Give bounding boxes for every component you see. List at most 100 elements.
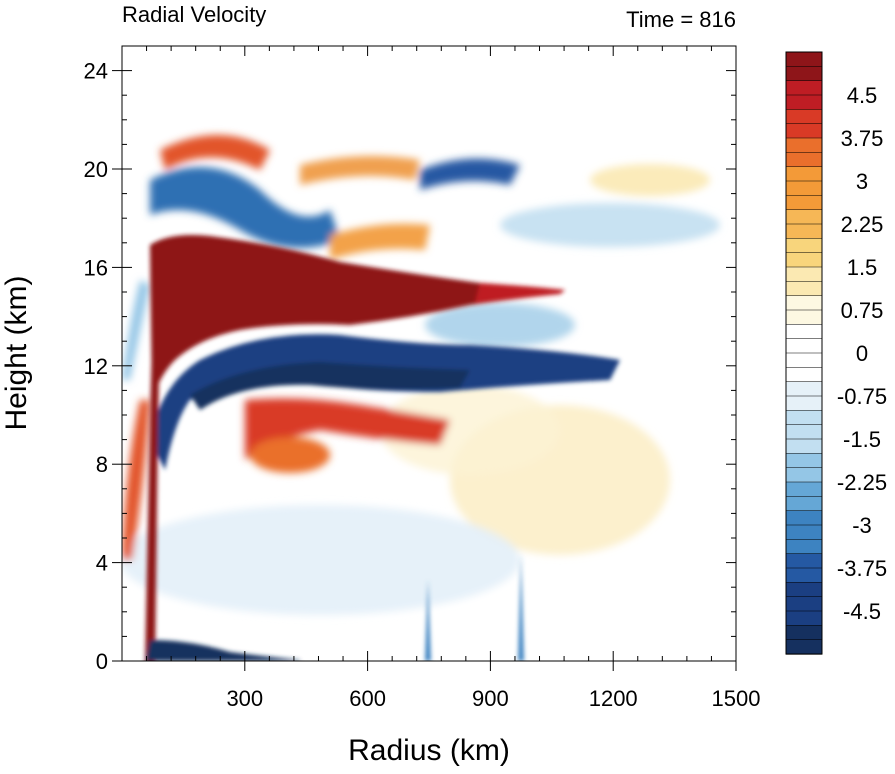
field-weak-negative-low	[122, 505, 520, 615]
colorbar-bin	[785, 395, 823, 411]
field-weak-positive-top	[590, 164, 710, 196]
y-axis-label: Height (km)	[0, 275, 33, 430]
band-jet-tip	[475, 283, 565, 303]
y-tick-label: 20	[84, 157, 108, 182]
band-upper-outflow-jet	[150, 235, 565, 400]
y-tick-label: 16	[84, 255, 108, 280]
colorbar-bin	[785, 539, 823, 555]
x-tick-label: 900	[472, 686, 509, 711]
colorbar-bin	[785, 582, 823, 598]
colorbar-bin	[785, 166, 823, 182]
colorbar-bin	[785, 338, 823, 354]
band-upper-positive-1	[160, 135, 270, 170]
band-eyewall-column	[145, 245, 162, 661]
y-axis-ticks	[112, 70, 736, 662]
colorbar-bin	[785, 266, 823, 282]
x-tick-label: 300	[226, 686, 263, 711]
colorbar-bin	[785, 610, 823, 626]
colorbar-bin	[785, 137, 823, 153]
colorbar-tick-label: 2.25	[841, 212, 884, 237]
colorbar-bin	[785, 66, 823, 82]
y-axis-tick-labels: 0 4 8 12 16 20 24	[84, 59, 108, 674]
colorbar-tick-label: -3	[852, 513, 872, 538]
x-tick-label: 1500	[712, 686, 761, 711]
colorbar-bin	[785, 209, 823, 225]
band-mid-positive-lower	[250, 437, 330, 473]
colorbar-bin	[785, 596, 823, 612]
field-weak-negative-upper	[500, 203, 720, 247]
colorbar-bin	[785, 252, 823, 268]
chart-title: Radial Velocity	[122, 2, 266, 27]
colorbar-bin	[785, 481, 823, 497]
colorbar-bin	[785, 195, 823, 211]
colorbar-bin	[785, 510, 823, 526]
colorbar-bin	[785, 123, 823, 139]
band-left-positive	[122, 400, 150, 560]
plot-frame	[121, 45, 737, 662]
colorbar-bin	[785, 467, 823, 483]
colorbar-tick-labels: 4.5 3.75 3 2.25 1.5 0.75 0 -0.75 -1.5 -2.25 -3 -3.7…	[837, 83, 887, 624]
colorbar-bin	[785, 639, 823, 655]
colorbar-bin	[785, 438, 823, 454]
colorbar-tick-label: -3.75	[837, 556, 887, 581]
colorbar-bin	[785, 567, 823, 583]
colorbar-bin	[785, 223, 823, 239]
band-mid-positive	[245, 398, 450, 460]
colorbar-tick-label: 0	[856, 341, 868, 366]
colorbar-bin	[785, 309, 823, 325]
colorbar-frame	[785, 51, 823, 655]
colorbar-tick-label: -2.25	[837, 470, 887, 495]
colorbar-bin	[785, 281, 823, 297]
colorbar-tick-label: 4.5	[847, 83, 878, 108]
colorbar-tick-label: 1.5	[847, 255, 878, 280]
colorbar-tick-label: 3.75	[841, 126, 884, 151]
y-tick-label: 0	[96, 649, 108, 674]
band-left-negative	[122, 280, 150, 380]
colorbar-tick-label: -0.75	[837, 384, 887, 409]
y-tick-label: 24	[84, 59, 108, 84]
y-tick-label: 4	[96, 551, 108, 576]
strong-field	[145, 235, 620, 661]
band-upper-negative-1	[150, 167, 340, 248]
x-axis-label: Radius (km)	[348, 734, 510, 767]
y-tick-label: 8	[96, 452, 108, 477]
band-upper-positive-2	[300, 156, 420, 185]
colorbar-bin	[785, 352, 823, 368]
colorbar-bin	[785, 80, 823, 96]
colorbar-bin	[785, 625, 823, 641]
colorbar-bin	[785, 496, 823, 512]
colorbar	[785, 51, 823, 655]
colorbar-bin	[785, 553, 823, 569]
colorbar-tick-label: 0.75	[841, 298, 884, 323]
field-weak-negative-lower	[425, 303, 575, 347]
band-upper-positive-3	[330, 223, 430, 260]
colorbar-bin	[785, 381, 823, 397]
colorbar-bin	[785, 410, 823, 426]
band-surface-spike-2	[518, 555, 524, 661]
colorbar-bin	[785, 109, 823, 125]
band-upper-negative-2	[420, 158, 520, 190]
y-tick-label: 12	[84, 354, 108, 379]
band-upper-inflow-core	[190, 362, 470, 410]
velocity-field	[122, 135, 720, 661]
field-weak-positive-mid2	[380, 385, 560, 475]
colorbar-bin	[785, 424, 823, 440]
band-surface-spike-1	[425, 580, 431, 661]
x-tick-label: 1200	[589, 686, 638, 711]
band-boundary-inflow	[146, 640, 300, 661]
colorbar-bin	[785, 238, 823, 254]
colorbar-bin	[785, 152, 823, 168]
colorbar-tick-label: -1.5	[843, 427, 881, 452]
colorbar-bin	[785, 180, 823, 196]
colorbar-bin	[785, 367, 823, 383]
x-axis-tick-labels: 300 600 900 1200 1500	[226, 686, 760, 711]
x-tick-label: 600	[349, 686, 386, 711]
colorbar-bin	[785, 324, 823, 340]
time-label: Time = 816	[626, 7, 736, 32]
colorbar-bin	[785, 295, 823, 311]
colorbar-tick-label: 3	[856, 169, 868, 194]
colorbar-tick-label: -4.5	[843, 599, 881, 624]
colorbar-bin	[785, 94, 823, 110]
colorbar-bin	[785, 524, 823, 540]
